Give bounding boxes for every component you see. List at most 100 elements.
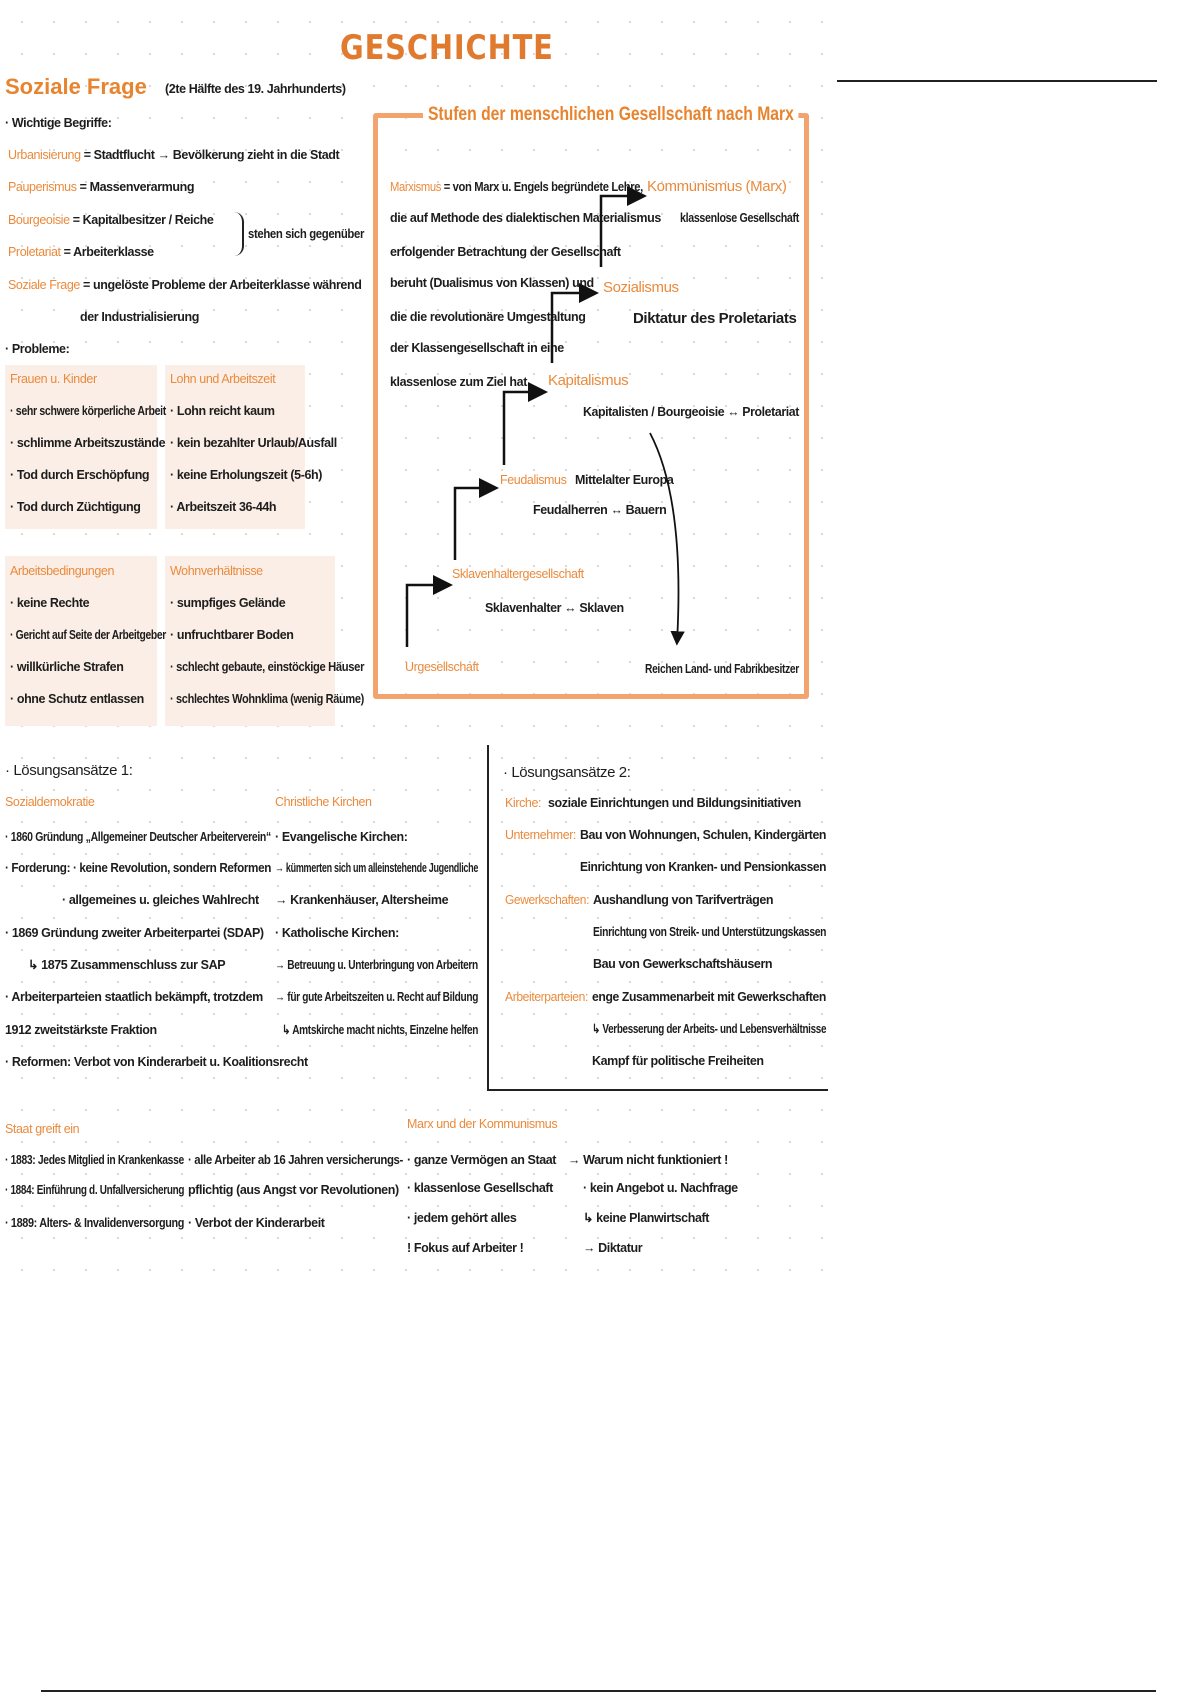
loesung2-label: Unternehmer:	[505, 828, 576, 842]
loesung2-line: ↳ Verbesserung der Arbeits- und Lebensve…	[592, 1022, 827, 1036]
sozialdemokratie-title: Sozialdemokratie	[5, 795, 95, 809]
problem-item: · sehr schwere körperliche Arbeit	[10, 404, 166, 418]
kommunismus-item: · klassenlose Gesellschaft	[407, 1181, 553, 1195]
step-arrow	[550, 283, 599, 363]
problem-box	[5, 556, 157, 726]
kirchen-item: → für gute Arbeitszeiten u. Recht auf Bi…	[275, 990, 479, 1004]
marxismus-line: die die revolutionäre Umgestaltung	[390, 310, 586, 324]
problem-item: · schlecht gebaute, einstöckige Häuser	[170, 660, 365, 674]
staat-item: · alle Arbeiter ab 16 Jahren versicherun…	[188, 1153, 403, 1167]
problem-box	[165, 556, 335, 726]
loesung2-line: soziale Einrichtungen und Bildungsinitia…	[548, 796, 801, 810]
loesung2-line: Einrichtung von Kranken- und Pensionkass…	[580, 860, 827, 874]
term-def: = Massenverarmung	[79, 180, 195, 194]
kirchen-item: → kümmerten sich um alleinstehende Jugen…	[275, 861, 479, 875]
sozialdemokratie-item: · allgemeines u. gleiches Wahlrecht	[62, 893, 259, 907]
term: Urbanisierung	[8, 148, 81, 162]
problem-item: · keine Rechte	[10, 596, 90, 610]
problem-box-title: Arbeitsbedingungen	[10, 564, 115, 578]
marxismus-line: die auf Methode des dialektischen Materi…	[390, 211, 661, 225]
problem-item: · kein bezahlter Urlaub/Ausfall	[170, 436, 337, 450]
loesung1-heading: · Lösungsansätze 1:	[5, 762, 133, 779]
reichen-label: Reichen Land- und Fabrikbesitzer	[645, 662, 799, 676]
marxismus-term: Marxismus	[390, 180, 441, 194]
staat-heading: Staat greift ein	[5, 1122, 80, 1136]
problem-item: · schlimme Arbeitszustände	[10, 436, 166, 450]
stage-desc: Kapitalisten / Bourgeoisie ↔ Proletariat	[583, 405, 799, 419]
marxismus-line: beruht (Dualismus von Klassen) und	[390, 276, 594, 290]
problem-item: · unfruchtbarer Boden	[170, 628, 294, 642]
brace-icon	[234, 212, 244, 256]
term-row: Soziale Frage = ungelöste Probleme der A…	[8, 278, 362, 293]
problem-item: · sumpfiges Gelände	[170, 596, 286, 610]
loesung2-line: Bau von Wohnungen, Schulen, Kindergärten	[580, 828, 827, 842]
stage-extra: Mittelalter Europa	[575, 473, 674, 487]
problem-box	[5, 365, 157, 529]
loesung-divider-vertical	[487, 745, 489, 1090]
loesung2-label: Kirche:	[505, 796, 542, 810]
probleme-label: · Probleme:	[5, 342, 70, 356]
sozialdemokratie-item: · 1860 Gründung „Allgemeiner Deutscher A…	[5, 830, 271, 844]
kommunismus-item: ! Fokus auf Arbeiter !	[407, 1241, 524, 1255]
loesung2-label: Gewerkschaften:	[505, 893, 590, 907]
term-row: Pauperismus = Massenverarmung	[8, 180, 194, 195]
problem-item: · Lohn reicht kaum	[170, 404, 275, 418]
brace-text: stehen sich gegenüber	[248, 227, 364, 241]
term-def-cont: der Industrialisierung	[80, 310, 200, 324]
marxismus-first-line: Marxismus = von Marx u. Engels begründet…	[390, 180, 643, 195]
kommunismus-item: · ganze Vermögen an Staat	[407, 1153, 557, 1167]
kirchen-item: → Krankenhäuser, Altersheime	[275, 893, 449, 907]
kirchen-item: · Katholische Kirchen:	[275, 926, 399, 940]
loesung2-line: Bau von Gewerkschaftshäusern	[593, 957, 773, 971]
sozialdemokratie-item: · Arbeiterparteien staatlich bekämpft, t…	[5, 990, 263, 1004]
staat-item: · Verbot der Kinderarbeit	[188, 1216, 325, 1230]
sozialdemokratie-item: · Reformen: Verbot von Kinderarbeit u. K…	[5, 1055, 308, 1069]
problem-box-title: Wohnverhältnisse	[170, 564, 263, 578]
step-arrow	[502, 382, 548, 465]
term: Soziale Frage	[8, 278, 80, 292]
term: Proletariat	[8, 245, 61, 259]
staat-item: · 1883: Jedes Mitglied in Krankenkasse	[5, 1153, 184, 1167]
stage-desc: Sklavenhalter ↔ Sklaven	[485, 601, 624, 615]
stage-name: Urgesellschaft	[405, 660, 479, 674]
problem-item: · Gericht auf Seite der Arbeitgeber	[10, 628, 166, 642]
marx-stages-title: Stufen der menschlichen Gesellschaft nac…	[423, 104, 799, 126]
step-arrow	[453, 478, 499, 560]
term-def: = Stadtflucht → Bevölkerung zieht in die…	[83, 148, 340, 162]
problem-box	[165, 365, 305, 529]
kommunismus-item: · jedem gehört alles	[407, 1211, 517, 1225]
kommunismus-item: → Diktatur	[583, 1241, 643, 1255]
term-row: Proletariat = Arbeiterklasse	[8, 245, 154, 260]
stage-name: Feudalismus	[500, 473, 567, 487]
problem-item: · willkürliche Strafen	[10, 660, 124, 674]
kommunismus-item: → Warum nicht funktioniert !	[568, 1153, 728, 1167]
term: Bourgeoisie	[8, 213, 70, 227]
bottom-rule	[41, 1690, 1156, 1692]
top-right-rule	[837, 80, 1157, 82]
problem-item: · Tod durch Züchtigung	[10, 500, 141, 514]
loesung2-line: Aushandlung von Tarifverträgen	[593, 893, 774, 907]
loesung2-line: Einrichtung von Streik- und Unterstützun…	[593, 925, 827, 939]
term-def: = Kapitalbesitzer / Reiche	[72, 213, 214, 227]
problem-box-title: Frauen u. Kinder	[10, 372, 97, 386]
problem-box-title: Lohn und Arbeitszeit	[170, 372, 276, 386]
stage-name: Sklavenhaltergesellschaft	[452, 567, 584, 581]
problem-item: · keine Erholungszeit (5-6h)	[170, 468, 323, 482]
kirchen-item: ↳ Amtskirche macht nichts, Einzelne helf…	[282, 1023, 479, 1037]
sozialdemokratie-item: · Forderung: · keine Revolution, sondern…	[5, 861, 272, 875]
term-def: = ungelöste Probleme der Arbeiterklasse …	[83, 278, 362, 292]
sozialdemokratie-item: 1912 zweitstärkste Fraktion	[5, 1023, 157, 1037]
page-title: GESCHICHTE	[340, 28, 554, 68]
kirchen-item: · Evangelische Kirchen:	[275, 830, 408, 844]
staat-item: · 1884: Einführung d. Unfallversicherung	[5, 1183, 185, 1197]
stage-desc: klassenlose Gesellschaft	[680, 211, 799, 225]
kirchen-title: Christliche Kirchen	[275, 795, 372, 809]
kirchen-item: → Betreuung u. Unterbringung von Arbeite…	[275, 958, 478, 972]
problem-item: · Tod durch Erschöpfung	[10, 468, 150, 482]
term-def: = Arbeiterklasse	[63, 245, 154, 259]
step-arrow	[599, 186, 647, 267]
term-row: Bourgeoisie = Kapitalbesitzer / Reiche	[8, 213, 214, 228]
staat-item: · 1889: Alters- & Invalidenversorgung	[5, 1216, 185, 1230]
sozialdemokratie-item: ↳ 1875 Zusammenschluss zur SAP	[28, 958, 226, 972]
